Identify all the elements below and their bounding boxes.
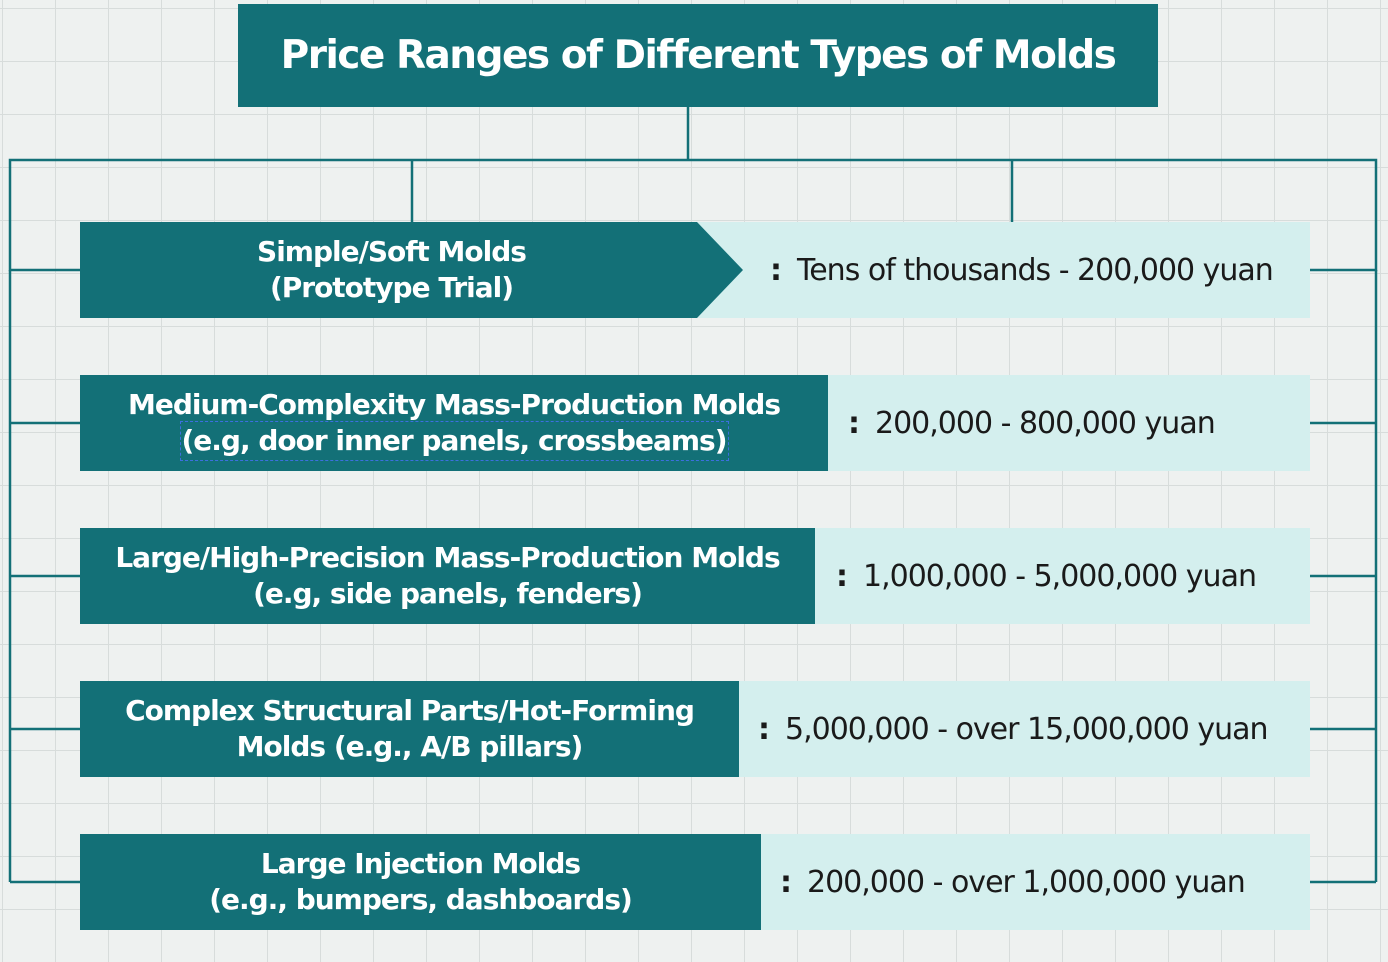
row-2-price-text: 200,000 - 800,000 yuan [875,405,1216,441]
row-4-label-line2: Molds (e.g., A/B pillars) [236,730,584,763]
row-5-colon: : [780,864,792,900]
row-4-label-box: Complex Structural Parts/Hot-Forming Mol… [80,681,739,777]
row-4-price-text: 5,000,000 - over 15,000,000 yuan [785,711,1268,747]
diagram-title-box: Price Ranges of Different Types of Molds [238,4,1158,107]
row-5-label-line2: (e.g., bumpers, dashboards) [209,883,633,916]
row-1-label-box: Simple/Soft Molds (Prototype Trial) [80,222,743,318]
diagram-title: Price Ranges of Different Types of Molds [280,33,1117,78]
row-1-price-text: Tens of thousands - 200,000 yuan [797,252,1274,288]
row-2-label-line1: Medium-Complexity Mass-Production Molds [127,388,781,421]
row-4-price: : 5,000,000 - over 15,000,000 yuan [758,681,1268,777]
row-1-label-line2: (Prototype Trial) [269,271,514,304]
row-1-price: : Tens of thousands - 200,000 yuan [770,222,1274,318]
row-2-colon: : [848,405,860,441]
row-5-price: : 200,000 - over 1,000,000 yuan [780,834,1246,930]
row-5-price-text: 200,000 - over 1,000,000 yuan [807,864,1246,900]
row-5-label-box: Large Injection Molds (e.g., bumpers, da… [80,834,761,930]
row-1-label-line1: Simple/Soft Molds [257,235,527,268]
row-3-price-text: 1,000,000 - 5,000,000 yuan [863,558,1257,594]
row-3-label-box: Large/High-Precision Mass-Production Mol… [80,528,815,624]
row-3-label-line1: Large/High-Precision Mass-Production Mol… [115,541,780,574]
row-3-label-line2: (e.g, side panels, fenders) [253,577,643,610]
row-1-colon: : [770,252,782,288]
row-4-colon: : [758,711,770,747]
row-2-price: : 200,000 - 800,000 yuan [848,375,1216,471]
row-3-colon: : [836,558,848,594]
row-2-label-box: Medium-Complexity Mass-Production Molds … [80,375,828,471]
row-4-label-line1: Complex Structural Parts/Hot-Forming [125,694,695,727]
row-2-label-line2[interactable]: (e.g, door inner panels, crossbeams) [179,421,729,461]
row-3-price: : 1,000,000 - 5,000,000 yuan [836,528,1257,624]
row-5-label-line1: Large Injection Molds [260,847,581,880]
